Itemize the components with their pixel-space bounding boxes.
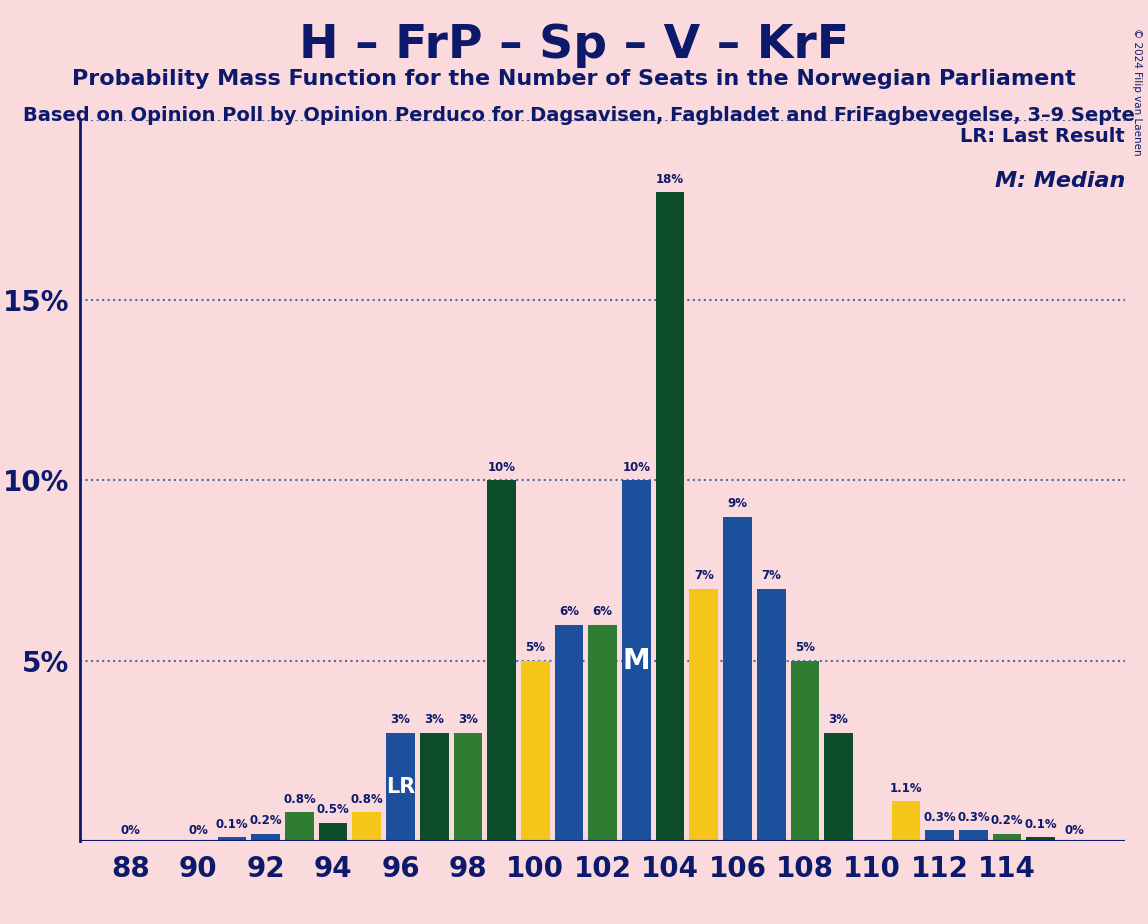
Bar: [554, 625, 583, 841]
Text: 6%: 6%: [559, 605, 579, 618]
Text: 6%: 6%: [592, 605, 613, 618]
Text: 1.1%: 1.1%: [890, 782, 922, 795]
Bar: [757, 589, 785, 841]
Text: 5%: 5%: [526, 641, 545, 654]
Text: 3%: 3%: [829, 713, 848, 726]
Bar: [285, 812, 313, 841]
Bar: [892, 801, 921, 841]
Text: 10%: 10%: [622, 461, 651, 474]
Bar: [791, 661, 820, 841]
Text: 3%: 3%: [458, 713, 478, 726]
Text: M: M: [622, 647, 650, 675]
Bar: [959, 830, 987, 841]
Text: 0.8%: 0.8%: [350, 793, 383, 806]
Text: 0.1%: 0.1%: [216, 818, 248, 831]
Text: 0%: 0%: [1064, 823, 1085, 836]
Text: LR: Last Result: LR: Last Result: [960, 128, 1125, 146]
Bar: [251, 833, 280, 841]
Text: 7%: 7%: [761, 569, 781, 582]
Bar: [453, 733, 482, 841]
Bar: [690, 589, 719, 841]
Text: 0.1%: 0.1%: [1024, 818, 1057, 831]
Text: 0.5%: 0.5%: [317, 803, 349, 816]
Bar: [589, 625, 616, 841]
Bar: [319, 823, 348, 841]
Text: 0%: 0%: [188, 823, 208, 836]
Bar: [352, 812, 381, 841]
Text: 10%: 10%: [488, 461, 515, 474]
Bar: [925, 830, 954, 841]
Text: 0.8%: 0.8%: [284, 793, 316, 806]
Bar: [656, 192, 684, 841]
Bar: [622, 480, 651, 841]
Text: M: Median: M: Median: [994, 171, 1125, 190]
Text: 0.3%: 0.3%: [957, 810, 990, 823]
Bar: [420, 733, 449, 841]
Text: LR: LR: [386, 777, 416, 796]
Text: © 2024 Filip van Laenen: © 2024 Filip van Laenen: [1132, 28, 1142, 155]
Text: 0%: 0%: [121, 823, 141, 836]
Bar: [1026, 837, 1055, 841]
Bar: [824, 733, 853, 841]
Text: 5%: 5%: [794, 641, 815, 654]
Text: H – FrP – Sp – V – KrF: H – FrP – Sp – V – KrF: [298, 23, 850, 68]
Bar: [218, 837, 247, 841]
Text: 3%: 3%: [390, 713, 411, 726]
Bar: [723, 517, 752, 841]
Bar: [521, 661, 550, 841]
Text: 3%: 3%: [425, 713, 444, 726]
Bar: [487, 480, 515, 841]
Text: 0.2%: 0.2%: [249, 814, 282, 827]
Text: 0.3%: 0.3%: [923, 810, 956, 823]
Text: 0.2%: 0.2%: [991, 814, 1023, 827]
Bar: [993, 833, 1022, 841]
Bar: [386, 733, 414, 841]
Text: 18%: 18%: [656, 173, 684, 186]
Text: Probability Mass Function for the Number of Seats in the Norwegian Parliament: Probability Mass Function for the Number…: [72, 69, 1076, 90]
Text: 7%: 7%: [693, 569, 714, 582]
Text: 9%: 9%: [728, 497, 747, 510]
Text: Based on Opinion Poll by Opinion Perduco for Dagsavisen, Fagbladet and FriFagbev: Based on Opinion Poll by Opinion Perduco…: [23, 106, 1135, 126]
